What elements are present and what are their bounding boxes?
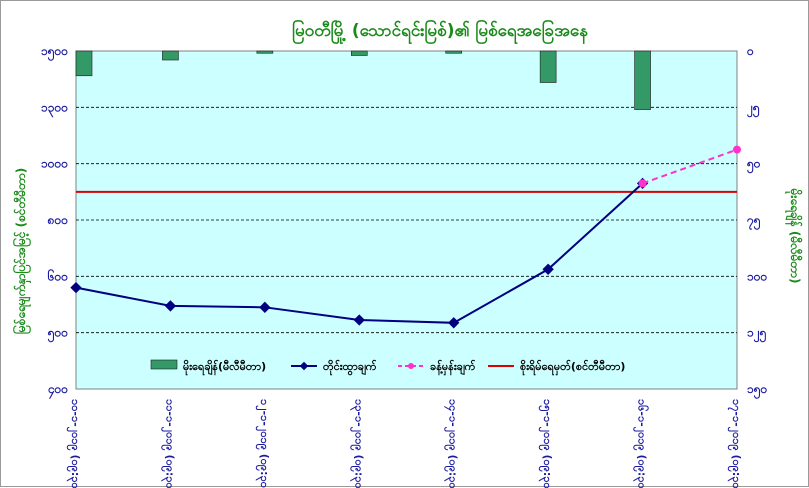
y-tick-label-right: ၇၅: [746, 213, 761, 231]
x-axis-ticks: ၁၀-၁-၂၀၁၉ (၀၉:၃၀) ၁၁-၁-၂၀၁၉ (၀၉:၃၀) ၁၂-၁-၂…: [66, 399, 743, 488]
y-tick-label-left: ၁၃၀၀: [41, 100, 68, 118]
observed-point: [448, 317, 460, 329]
rainfall-bar: [634, 50, 651, 110]
legend-swatch-rainfall: [150, 359, 178, 370]
observed-point: [353, 314, 365, 326]
y-tick-label-right: ၁၀၀: [747, 269, 768, 283]
legend-label: စိုးရိမ်ရေမှတ်(စင်တီမီတာ): [520, 359, 625, 376]
legend-label: မိုးရေချိန်(မီလီမီတာ): [183, 359, 266, 376]
rainfall-bar: [539, 50, 557, 83]
y-tick-label-right: ၂၅: [746, 100, 760, 118]
y-axis-label-right: မိုးရေချိန် (မီလီမီတာ): [784, 188, 804, 284]
y-tick-label-left: ၆၀၀: [47, 267, 69, 283]
legend: မိုးရေချိန်(မီလီမီတာ) တိုင်းထွာချက် ခန့်မှ…: [150, 359, 625, 376]
observed-point: [164, 300, 177, 312]
y-tick-label-right: ၁၅၀: [747, 382, 768, 400]
y-tick-label-left: ၄၀၀: [47, 382, 69, 400]
legend-label: ခန့်မှန်းချက်: [430, 359, 476, 376]
forecast-point: [733, 145, 741, 154]
observed-point: [542, 263, 554, 275]
chart-title: မြဝတီမြို့ (သောင်ရင်းမြစ်)၏ မြစ်ရေအခြေအန…: [292, 18, 588, 45]
x-tick-label: ၁၂-၁-၂၀၁၉ (၀၉:၃၀): [255, 399, 271, 488]
observed-point: [259, 301, 271, 313]
x-tick-label: ၁၃-၁-၂၀၁၉ (၀၉:၃၀): [349, 399, 365, 488]
forecast-point: [638, 179, 647, 188]
y-axis-label-left: မြစ်ရေမျက်နှာပြင်အမြင့် (စင်တီမီတာ): [11, 168, 32, 334]
grid-lines: [76, 106, 737, 334]
x-tick-label: ၁၇-၁-၂၀၁၉ (၀၉:၃၀): [727, 399, 743, 488]
legend-label: တိုင်းထွာချက်: [323, 359, 377, 376]
forecast-line: [638, 145, 741, 188]
y-tick-label-right: ၀: [746, 44, 754, 58]
y-tick-label-right: ၅၀: [746, 157, 761, 175]
rainfall-bar: [162, 50, 179, 61]
rainfall-bar: [256, 50, 274, 54]
rainfall-bars: [75, 50, 651, 110]
forecast-series-line: [642, 148, 738, 185]
x-tick-label: ၁၁-၁-၂၀၁၉ (၀၉:၃၀): [160, 399, 176, 488]
rainfall-bar: [445, 50, 463, 54]
x-tick-label: ၁၆-၁-၂၀၁၉ (၀၉:၃၀): [633, 399, 649, 488]
x-tick-label: ၁၄-၁-၂၀၁၉ (၀၉:၃၀): [444, 399, 460, 488]
observed-line: [70, 177, 649, 329]
x-tick-label: ၁၅-၁-၂၀၁၉ (၀၉:၃၀): [538, 399, 554, 488]
y-tick-label-right: ၁၂၅: [747, 326, 767, 344]
rainfall-bar: [350, 50, 368, 56]
y-tick-label-left: ၈၀၀: [47, 213, 69, 227]
legend-marker-forecast: [408, 363, 414, 369]
rainfall-bar: [75, 50, 93, 77]
y-tick-label-left: ၅၀၀: [47, 326, 69, 344]
x-tick-label: ၁၀-၁-၂၀၁၉ (၀၉:၃၀): [66, 399, 82, 488]
y-tick-label-left: ၁၅၀၀: [41, 44, 68, 62]
y-tick-label-left: ၁၀၀၀: [41, 157, 68, 171]
legend-marker-observed: [299, 361, 309, 371]
